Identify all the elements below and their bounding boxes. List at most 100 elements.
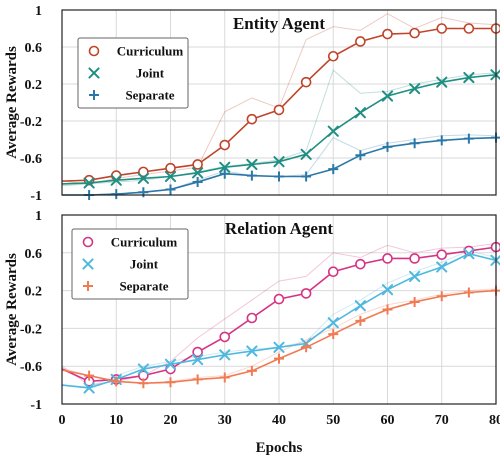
- series-point: [192, 159, 203, 170]
- series-point: [409, 296, 420, 307]
- series-point: [274, 171, 284, 182]
- series-point: [219, 331, 231, 343]
- series-point: [165, 162, 176, 174]
- legend-marker: [82, 258, 94, 270]
- series-point: [409, 83, 421, 95]
- series-point: [463, 71, 475, 84]
- x-tick-label: 30: [218, 413, 232, 428]
- series-point: [273, 104, 285, 116]
- legend-marker: [88, 67, 100, 79]
- series-point: [382, 253, 393, 264]
- panel-title: Relation Agent: [225, 219, 333, 238]
- y-tick-label: 0.6: [25, 247, 43, 262]
- y-tick-label: -0.2: [20, 322, 42, 337]
- series-point: [463, 287, 474, 298]
- series-point: [463, 23, 475, 34]
- series-point: [409, 138, 420, 149]
- series-point: [409, 270, 421, 283]
- series-point: [164, 358, 177, 370]
- y-tick-label: 0.2: [25, 285, 43, 300]
- y-tick-label: -0.2: [20, 115, 42, 130]
- series-point: [246, 365, 257, 376]
- x-tick-label: 70: [435, 413, 449, 428]
- series-point: [192, 374, 203, 385]
- series-point: [137, 172, 149, 184]
- legend-marker: [88, 45, 100, 57]
- legend-box: [77, 37, 189, 109]
- series-point: [246, 113, 258, 125]
- series-point: [83, 382, 95, 394]
- series-point: [382, 141, 393, 152]
- legend-label: Separate: [119, 279, 168, 294]
- y-axis-title: Average Rewards: [4, 253, 20, 366]
- series-point: [354, 107, 366, 119]
- y-tick-label: 0.6: [25, 41, 43, 56]
- y-tick-label: 1: [35, 209, 42, 224]
- series-point: [463, 245, 475, 257]
- x-tick-label: 50: [326, 413, 340, 428]
- series-point: [301, 342, 312, 353]
- series-point: [219, 372, 230, 383]
- series-point: [192, 167, 204, 179]
- series-point: [273, 156, 285, 168]
- series-point: [219, 349, 231, 361]
- series-point: [192, 346, 203, 358]
- series-point: [138, 166, 149, 178]
- series-point: [327, 50, 339, 62]
- series-point: [273, 293, 285, 305]
- series-point: [328, 164, 339, 175]
- series-point: [192, 353, 204, 366]
- x-tick-label: 80: [489, 413, 500, 428]
- series-point: [219, 168, 230, 179]
- series-point: [409, 253, 420, 264]
- series-point: [355, 258, 366, 270]
- series-point: [436, 291, 447, 302]
- y-tick-label: 1: [35, 4, 42, 19]
- series-point: [327, 317, 339, 329]
- series-point: [436, 261, 448, 273]
- series-point: [246, 170, 257, 181]
- series-point: [83, 177, 95, 189]
- series-point: [409, 27, 420, 39]
- panel-title: Entity Agent: [233, 14, 325, 33]
- series-point: [165, 363, 176, 375]
- x-tick-label: 60: [381, 413, 395, 428]
- legend-marker: [89, 90, 99, 100]
- series-point: [164, 170, 177, 183]
- series-point: [436, 23, 448, 34]
- series-point: [219, 161, 231, 173]
- axes-frame: [61, 9, 497, 196]
- legend-marker: [83, 281, 93, 291]
- series-point: [382, 304, 393, 315]
- series-point: [436, 76, 448, 88]
- y-tick-label: -1: [30, 398, 42, 413]
- series-point: [246, 312, 258, 324]
- series-point: [436, 135, 447, 146]
- series-point: [84, 370, 95, 381]
- series-point: [110, 170, 122, 181]
- y-tick-label: 0.2: [25, 78, 43, 93]
- series-point: [300, 76, 312, 88]
- series-point: [246, 158, 258, 171]
- series-point: [165, 377, 176, 388]
- y-axis-title: Average Rewards: [4, 46, 20, 159]
- series-point: [300, 288, 312, 299]
- series-point: [355, 150, 366, 161]
- series-point: [354, 300, 366, 312]
- axes-frame: [61, 214, 497, 405]
- chart-panel-1: 1 0.6 0.2 -0.2 -0.6 -1 Entity Agent Average Rew…: [4, 4, 500, 204]
- series-point: [355, 315, 366, 326]
- series-point: [165, 184, 176, 195]
- series-point: [355, 36, 366, 47]
- legend-label: Separate: [125, 88, 174, 103]
- series-point: [300, 148, 312, 160]
- x-tick-label: 40: [272, 413, 286, 428]
- legend: Curriculum Joint Separate: [77, 37, 189, 109]
- series-point: [381, 284, 394, 296]
- series-point: [138, 378, 149, 389]
- y-tick-label: -0.6: [20, 360, 42, 375]
- series-point: [436, 249, 448, 260]
- series-point: [381, 90, 394, 102]
- series-point: [327, 125, 339, 137]
